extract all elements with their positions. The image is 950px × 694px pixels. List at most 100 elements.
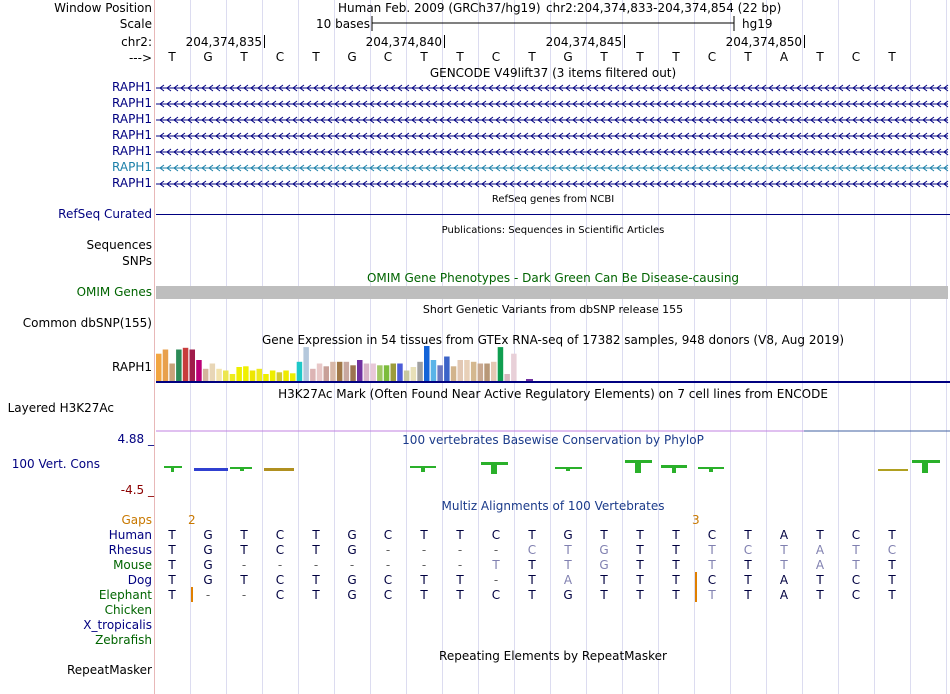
gtex-tissue-bar[interactable] bbox=[410, 367, 417, 381]
gencode-transcript-line[interactable] bbox=[156, 132, 949, 140]
gtex-tissue-bar[interactable] bbox=[417, 361, 423, 382]
gencode-transcript-line[interactable] bbox=[156, 148, 949, 156]
alignment-base: T bbox=[168, 528, 176, 542]
gencode-transcript-line[interactable] bbox=[156, 84, 949, 92]
gencode-transcript-line[interactable] bbox=[156, 164, 949, 172]
alignment-base: T bbox=[168, 543, 176, 557]
gtex-tissue-bar[interactable] bbox=[156, 353, 162, 381]
alignment-base: G bbox=[203, 543, 213, 557]
gencode-transcript-line[interactable] bbox=[156, 100, 949, 108]
gtex-tissue-bar[interactable] bbox=[403, 370, 410, 382]
gtex-tissue-bar[interactable] bbox=[383, 365, 390, 382]
gtex-tissue-bar[interactable] bbox=[276, 372, 283, 382]
omim-label[interactable]: OMIM Genes bbox=[76, 285, 152, 299]
gtex-tissue-bar[interactable] bbox=[176, 349, 182, 382]
gtex-tissue-bar[interactable] bbox=[330, 361, 336, 382]
dbsnp-label[interactable]: Common dbSNP(155) bbox=[22, 316, 152, 330]
alignment-base: T bbox=[744, 558, 752, 572]
refseq-gene-line[interactable] bbox=[156, 214, 950, 215]
gtex-tissue-bar[interactable] bbox=[283, 370, 289, 382]
gtex-tissue-bar[interactable] bbox=[223, 370, 229, 382]
gtex-tissue-bar[interactable] bbox=[249, 370, 256, 382]
gtex-tissue-bar[interactable] bbox=[350, 365, 356, 382]
gencode-transcript-label[interactable]: RAPH1 bbox=[112, 128, 152, 142]
gencode-transcript-line[interactable] bbox=[156, 116, 949, 124]
gtex-tissue-bar[interactable] bbox=[424, 346, 430, 381]
gencode-track[interactable] bbox=[0, 0, 950, 200]
gtex-tissue-bar[interactable] bbox=[303, 347, 309, 381]
gtex-tissue-bar[interactable] bbox=[269, 370, 276, 382]
gtex-tissue-bar[interactable] bbox=[464, 360, 470, 381]
species-label[interactable]: Mouse bbox=[113, 558, 152, 572]
gtex-tissue-bar[interactable] bbox=[504, 374, 510, 381]
gtex-tissue-bar[interactable] bbox=[162, 349, 169, 382]
h3k27ac-label[interactable]: Layered H3K27Ac bbox=[7, 401, 114, 415]
sequence-base: T bbox=[420, 50, 428, 64]
gtex-tissue-bar[interactable] bbox=[343, 361, 350, 382]
repeatmasker-label[interactable]: RepeatMasker bbox=[66, 663, 152, 677]
gencode-transcript-label[interactable]: RAPH1 bbox=[112, 96, 152, 110]
gtex-tissue-bar[interactable] bbox=[430, 360, 437, 381]
gencode-transcript-label[interactable]: RAPH1 bbox=[112, 112, 152, 126]
gencode-transcript-label[interactable]: RAPH1 bbox=[112, 176, 152, 190]
alignment-base: T bbox=[168, 588, 176, 602]
gtex-tissue-bar[interactable] bbox=[511, 353, 517, 381]
gtex-tissue-bar[interactable] bbox=[202, 368, 209, 382]
publications-label[interactable]: Sequences bbox=[86, 238, 152, 252]
alignment-base: T bbox=[168, 573, 176, 587]
sequence-base: T bbox=[744, 50, 752, 64]
gtex-tissue-bar[interactable] bbox=[290, 373, 296, 381]
gtex-label[interactable]: RAPH1 bbox=[112, 360, 152, 374]
snps-label[interactable]: SNPs bbox=[122, 254, 152, 268]
gtex-tissue-bar[interactable] bbox=[256, 368, 263, 382]
gtex-tissue-bar[interactable] bbox=[450, 366, 457, 381]
gencode-transcript-label[interactable]: RAPH1 bbox=[112, 160, 152, 174]
gtex-tissue-bar[interactable] bbox=[296, 361, 303, 382]
species-label[interactable]: Human bbox=[108, 528, 152, 542]
species-label[interactable]: Zebrafish bbox=[95, 633, 152, 647]
species-label[interactable]: Chicken bbox=[104, 603, 152, 617]
gtex-tissue-bar[interactable] bbox=[484, 363, 490, 382]
omim-gene-bar[interactable] bbox=[156, 286, 948, 299]
gtex-tissue-bar[interactable] bbox=[216, 368, 222, 382]
species-label[interactable]: X_tropicalis bbox=[83, 618, 152, 632]
gtex-tissue-bar[interactable] bbox=[263, 374, 269, 381]
gtex-chart[interactable] bbox=[0, 0, 950, 390]
gtex-tissue-bar[interactable] bbox=[357, 360, 363, 381]
gtex-tissue-bar[interactable] bbox=[169, 363, 175, 382]
gtex-tissue-bar[interactable] bbox=[196, 360, 202, 381]
gencode-transcript-line[interactable] bbox=[156, 180, 949, 188]
gtex-tissue-bar[interactable] bbox=[491, 361, 497, 382]
gencode-transcript-label[interactable]: RAPH1 bbox=[112, 80, 152, 94]
gtex-tissue-bar[interactable] bbox=[236, 367, 242, 381]
gtex-tissue-bar[interactable] bbox=[316, 363, 323, 382]
refseq-label[interactable]: RefSeq Curated bbox=[58, 207, 152, 221]
gtex-tissue-bar[interactable] bbox=[477, 363, 484, 382]
species-label[interactable]: Rhesus bbox=[108, 543, 152, 557]
gtex-tissue-bar[interactable] bbox=[209, 363, 216, 382]
gtex-tissue-bar[interactable] bbox=[470, 361, 477, 382]
gtex-tissue-bar[interactable] bbox=[310, 368, 316, 382]
species-label[interactable]: Elephant bbox=[98, 588, 152, 602]
gtex-tissue-bar[interactable] bbox=[243, 366, 249, 381]
gtex-tissue-bar[interactable] bbox=[336, 361, 343, 382]
gtex-tissue-bar[interactable] bbox=[189, 349, 196, 382]
gtex-tissue-bar[interactable] bbox=[363, 363, 370, 382]
alignment-base: C bbox=[275, 543, 285, 557]
gencode-transcript-label[interactable]: RAPH1 bbox=[112, 144, 152, 158]
gtex-tissue-bar[interactable] bbox=[397, 363, 403, 382]
gtex-tissue-bar[interactable] bbox=[390, 363, 397, 382]
phylop-mark-pos-4 bbox=[481, 462, 508, 474]
gtex-tissue-bar[interactable] bbox=[457, 360, 464, 381]
gtex-tissue-bar[interactable] bbox=[182, 347, 189, 382]
gtex-tissue-bar[interactable] bbox=[377, 365, 383, 382]
gtex-tissue-bar[interactable] bbox=[497, 347, 504, 381]
gtex-tissue-bar[interactable] bbox=[323, 366, 330, 381]
phylop-label[interactable]: 100 Vert. Cons bbox=[11, 457, 100, 471]
gtex-tissue-bar[interactable] bbox=[370, 363, 376, 382]
gtex-tissue-bar[interactable] bbox=[437, 365, 443, 382]
gtex-tissue-bar[interactable] bbox=[444, 356, 450, 382]
gtex-tissue-bar[interactable] bbox=[229, 374, 236, 381]
phylop-track[interactable] bbox=[0, 0, 950, 480]
species-label[interactable]: Dog bbox=[127, 573, 152, 587]
